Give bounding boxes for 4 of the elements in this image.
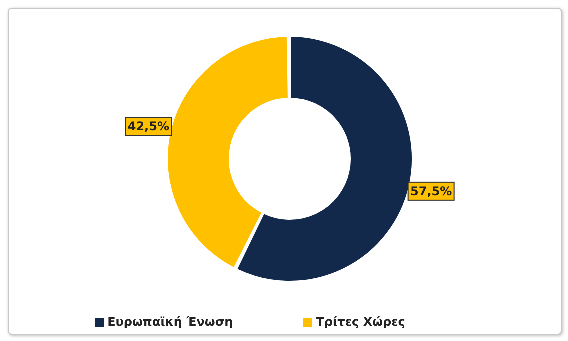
legend-label: Τρίτες Χώρες bbox=[316, 315, 406, 329]
data-label: 57,5% bbox=[410, 184, 452, 198]
legend-label: Ευρωπαϊκή Ένωση bbox=[108, 315, 234, 329]
data-label: 42,5% bbox=[128, 120, 170, 134]
